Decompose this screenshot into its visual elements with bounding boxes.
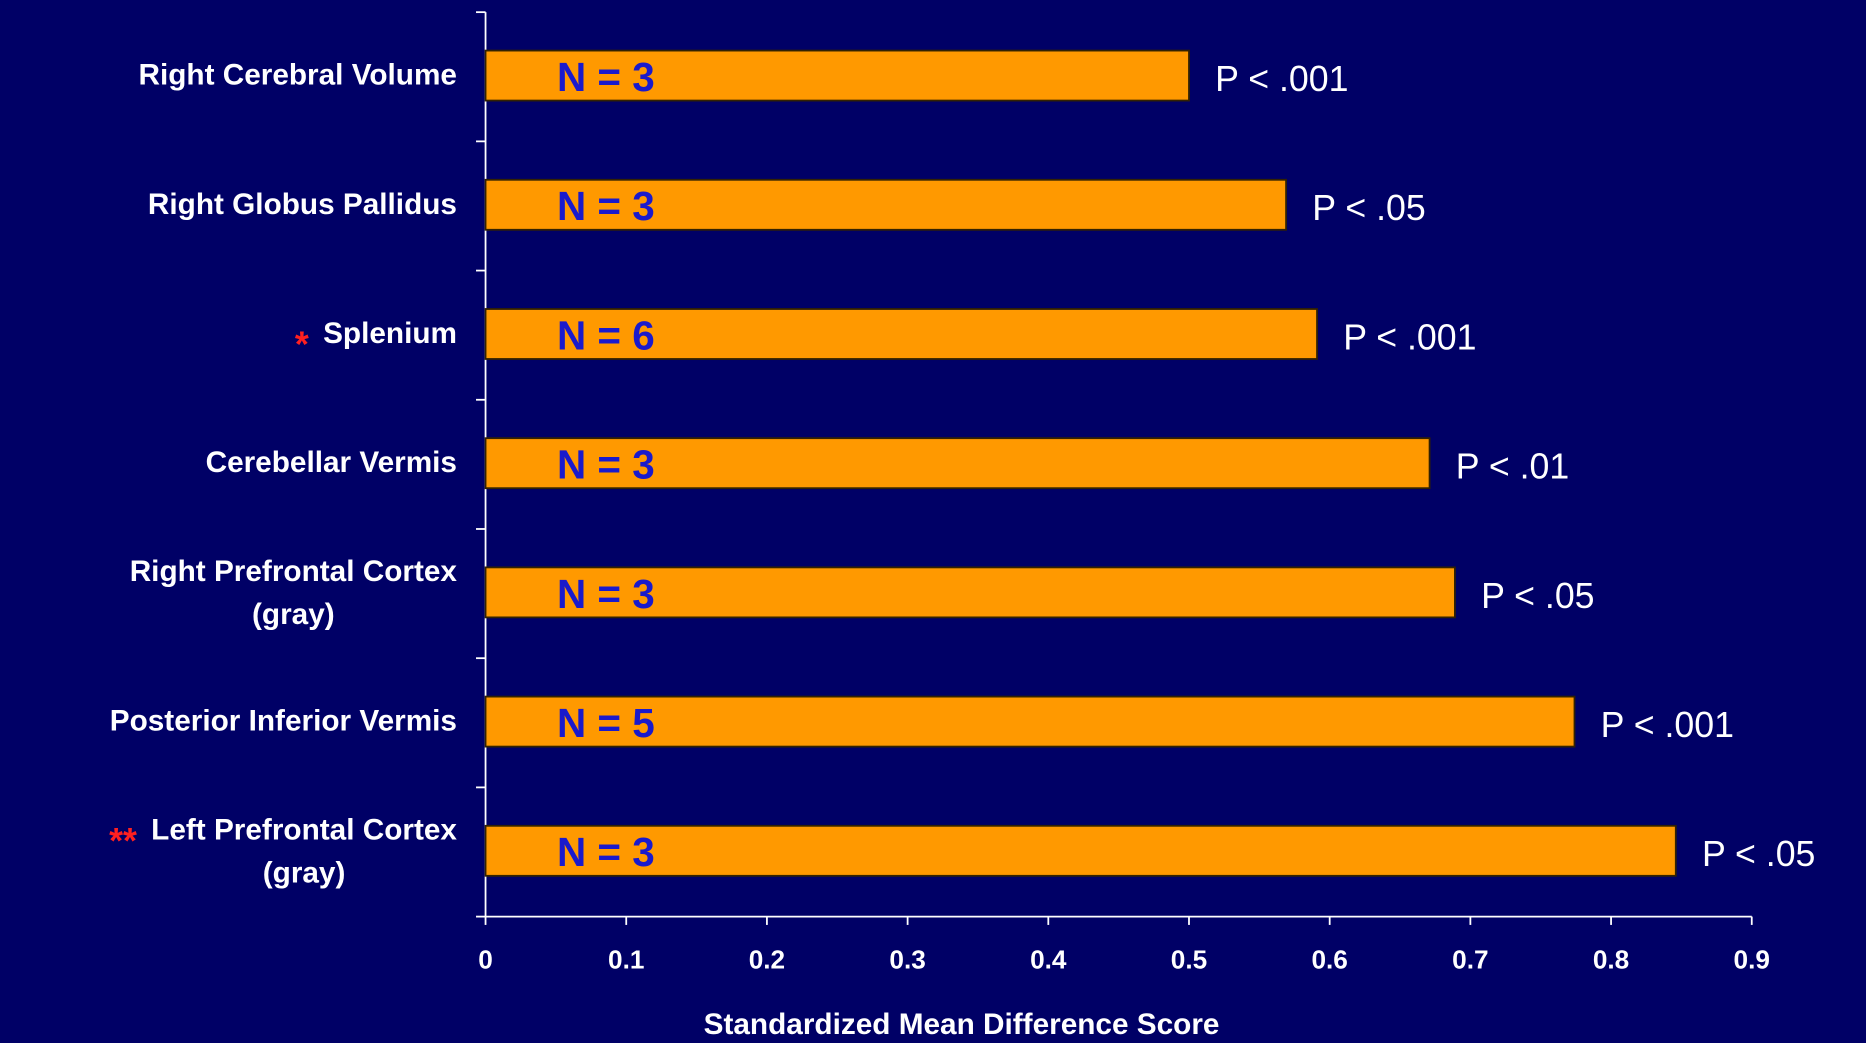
n-label: N = 3: [557, 442, 655, 488]
x-tick-label: 0.5: [1171, 945, 1207, 975]
n-label: N = 6: [557, 312, 655, 358]
n-label: N = 5: [557, 700, 655, 746]
x-tick-label: 0.8: [1593, 945, 1629, 975]
bar: [484, 566, 1456, 619]
p-label: P < .001: [1601, 705, 1734, 745]
y-tick-label: (gray): [263, 856, 346, 889]
y-tick-label: Left Prefrontal Cortex: [151, 814, 457, 847]
p-label: P < .01: [1456, 447, 1569, 487]
y-tick-label: Posterior Inferior Vermis: [110, 705, 457, 738]
bar: [484, 308, 1318, 360]
y-tick-label: Splenium: [323, 317, 457, 350]
n-label: N = 3: [557, 54, 655, 100]
n-label: N = 3: [557, 571, 655, 617]
significance-marker: **: [109, 821, 137, 861]
y-tick-label: Right Globus Pallidus: [148, 188, 457, 221]
x-tick-label: 0.9: [1734, 945, 1770, 975]
bar: [484, 178, 1287, 231]
bar: [484, 824, 1677, 877]
x-tick-label: 0: [478, 945, 493, 975]
bar: [484, 49, 1190, 102]
p-label: P < .001: [1343, 317, 1476, 357]
n-label: N = 3: [557, 829, 655, 875]
x-axis-title: Standardized Mean Difference Score: [704, 1008, 1220, 1041]
significance-marker: *: [295, 325, 309, 365]
y-tick-label: Cerebellar Vermis: [206, 446, 457, 479]
p-label: P < .05: [1702, 834, 1815, 874]
y-tick-label: Right Cerebral Volume: [138, 59, 457, 92]
bar: [484, 695, 1576, 748]
x-tick-label: 0.2: [749, 945, 785, 975]
y-tick-label: Right Prefrontal Cortex: [130, 555, 458, 588]
p-label: P < .05: [1481, 576, 1594, 616]
p-label: P < .001: [1215, 59, 1348, 99]
x-tick-label: 0.3: [889, 945, 925, 975]
x-tick-label: 0.6: [1311, 945, 1347, 975]
bar: [484, 437, 1431, 490]
n-label: N = 3: [557, 183, 655, 229]
x-tick-label: 0.1: [608, 945, 644, 975]
x-tick-label: 0.7: [1452, 945, 1488, 975]
y-tick-label: (gray): [252, 598, 335, 631]
x-tick-label: 0.4: [1030, 945, 1067, 975]
p-label: P < .05: [1312, 188, 1425, 228]
